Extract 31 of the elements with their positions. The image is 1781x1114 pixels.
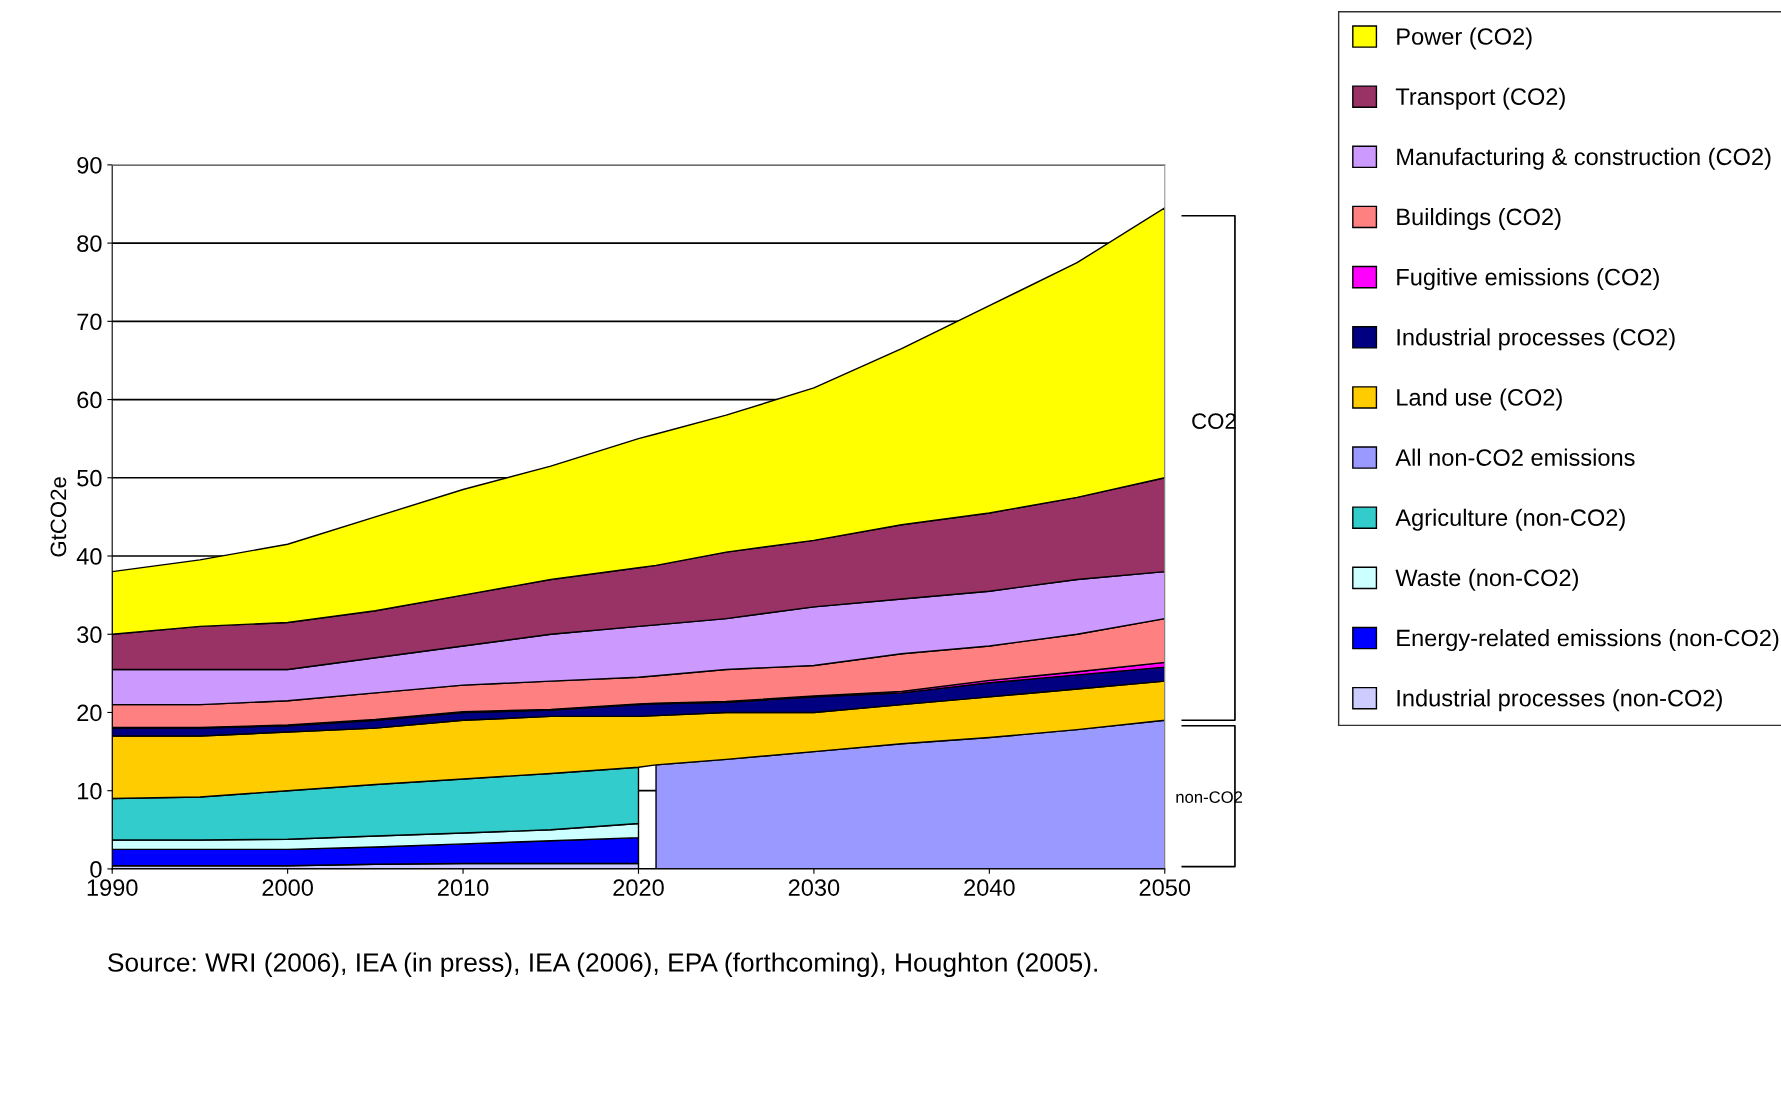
- y-tick-label: 30: [77, 626, 102, 644]
- legend-label: Agriculture (non-CO2): [1395, 508, 1625, 531]
- x-tick-label: 2010: [437, 879, 489, 896]
- y-tick-label: 10: [78, 782, 102, 800]
- legend-label: All non-CO2 emissions: [1395, 448, 1635, 466]
- legend-label: Fugitive emissions (CO2): [1397, 268, 1659, 291]
- x-tick-label: 2030: [788, 879, 840, 896]
- y-tick-label: 20: [77, 704, 102, 722]
- x-tick-label: 1990: [87, 879, 138, 896]
- legend-label: Power (CO2): [1397, 27, 1532, 50]
- y-tick-label: 90: [77, 156, 102, 174]
- legend-label: Transport (CO2): [1395, 87, 1565, 110]
- x-tick-label: 2050: [1139, 879, 1191, 896]
- x-tick-label: 2000: [262, 879, 313, 896]
- y-tick-label: 50: [77, 469, 102, 487]
- legend-label: Energy-related emissions (non-CO2): [1397, 629, 1779, 652]
- legend-label: Manufacturing & construction (CO2): [1397, 147, 1771, 170]
- y-tick-label: 0: [90, 860, 102, 878]
- legend-label: Industrial processes (CO2): [1397, 328, 1675, 351]
- x-tick-label: 2020: [613, 879, 664, 896]
- source-note: Source: WRI (2006), IEA (in press), IEA (2006), EPA (forthcoming), Houghton (2005).: [108, 952, 1097, 978]
- x-tick-label: 2040: [964, 879, 1015, 896]
- y-tick-label: 40: [76, 548, 102, 565]
- y-tick-label: 60: [77, 391, 102, 409]
- legend-label: Land use (CO2): [1397, 388, 1562, 411]
- legend-label: Buildings (CO2): [1397, 207, 1561, 230]
- y-tick-label: 80: [77, 235, 102, 252]
- legend-label: Waste (non-CO2): [1395, 568, 1578, 591]
- y-tick-label: 70: [77, 313, 102, 331]
- legend-label: Industrial processes (non-CO2): [1397, 689, 1722, 712]
- y-axis-title: GtCO2e: [50, 477, 67, 557]
